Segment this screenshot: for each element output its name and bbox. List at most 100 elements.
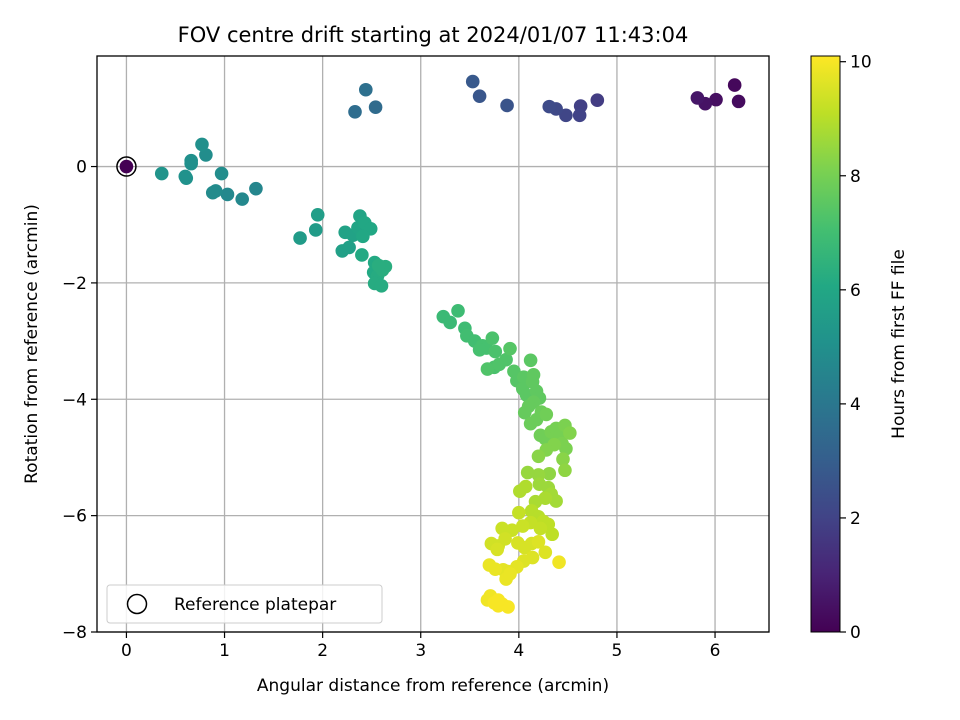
data-point (480, 362, 495, 376)
data-point (542, 466, 557, 481)
x-tick-label: 0 (121, 641, 132, 661)
data-point (465, 74, 480, 89)
data-point (355, 248, 369, 262)
data-point (552, 555, 566, 569)
data-point (451, 304, 465, 318)
colorbar (810, 55, 841, 633)
data-point (178, 169, 193, 184)
y-tick-label: 0 (76, 158, 87, 178)
data-point (523, 353, 538, 368)
data-point (501, 600, 515, 614)
data-point (348, 105, 362, 119)
legend: Reference platepar (106, 584, 383, 624)
data-point (356, 229, 370, 244)
data-point (727, 78, 742, 92)
y-axis-ticks: −8 −6 −4 −2 0 (62, 158, 97, 643)
data-point (513, 484, 527, 499)
data-point (374, 279, 389, 293)
data-point (517, 405, 532, 420)
data-point (520, 465, 535, 480)
y-tick-label: −6 (62, 507, 87, 527)
data-point (485, 331, 500, 345)
data-point (491, 593, 506, 607)
data-point (368, 100, 383, 114)
x-tick-label: 5 (612, 641, 623, 661)
reference-point-fill (119, 159, 134, 174)
data-point (249, 181, 263, 196)
data-point (154, 166, 169, 181)
scatter-points (154, 74, 746, 614)
data-point (308, 223, 323, 237)
data-point (310, 208, 325, 222)
x-tick-label: 3 (415, 641, 426, 661)
data-point (590, 93, 605, 108)
x-tick-label: 4 (513, 641, 524, 661)
legend-box (106, 584, 383, 624)
data-point (515, 519, 530, 533)
data-point (503, 567, 517, 581)
data-point (549, 494, 563, 508)
data-point (531, 535, 546, 549)
x-tick-label: 2 (317, 641, 328, 661)
x-axis-ticks: 0 1 2 3 4 5 6 (121, 632, 720, 661)
data-point (731, 94, 746, 109)
chart-title: FOV centre drift starting at 2024/01/07 … (178, 23, 689, 47)
y-tick-label: −4 (62, 390, 87, 410)
data-point (293, 231, 307, 245)
data-point (559, 108, 573, 123)
data-point (472, 89, 487, 103)
colorbar-ticks: 0 2 4 6 8 10 (840, 53, 872, 643)
data-point (199, 148, 213, 162)
data-point (205, 185, 220, 200)
data-point (563, 426, 577, 440)
data-point (482, 558, 497, 572)
plot-frame (96, 55, 770, 633)
y-tick-label: −8 (62, 623, 87, 643)
y-tick-label: −2 (62, 274, 87, 294)
data-point (499, 352, 513, 367)
data-point (512, 505, 526, 520)
x-axis-label: Angular distance from reference (arcmin) (257, 676, 609, 696)
data-point (235, 192, 249, 206)
data-point (500, 98, 514, 113)
data-point (542, 99, 557, 114)
data-point (220, 187, 235, 202)
x-tick-label: 1 (219, 641, 230, 661)
data-point (690, 91, 705, 105)
legend-label: Reference platepar (174, 595, 336, 615)
data-point (495, 521, 509, 536)
colorbar-label: Hours from first FF file (889, 249, 909, 439)
grid-lines (97, 56, 769, 633)
data-point (488, 344, 503, 359)
data-point (371, 258, 386, 273)
data-point (503, 341, 517, 356)
reference-marker (116, 156, 137, 177)
colorbar-tick-label: 10 (850, 53, 872, 73)
data-point (359, 82, 373, 97)
colorbar-tick-label: 0 (850, 623, 861, 643)
reference-point-ring (116, 156, 137, 177)
data-point (195, 137, 209, 152)
legend-marker (126, 593, 148, 615)
colorbar-tick-label: 8 (850, 167, 861, 187)
data-point (709, 92, 723, 107)
colorbar-tick-label: 6 (850, 281, 861, 301)
data-point (558, 463, 572, 478)
data-point (559, 441, 573, 456)
data-point (472, 343, 487, 357)
x-tick-label: 6 (710, 641, 721, 661)
data-point (214, 166, 229, 181)
data-point (533, 521, 548, 536)
data-point (443, 315, 457, 330)
data-point (556, 452, 570, 467)
data-point (531, 449, 546, 464)
data-point (572, 108, 587, 123)
data-point (342, 240, 356, 255)
data-point (539, 407, 554, 422)
data-point (490, 542, 505, 557)
colorbar-tick-label: 4 (850, 395, 861, 415)
data-point (538, 545, 553, 560)
data-point (545, 527, 559, 542)
y-axis-label: Rotation from reference (arcmin) (22, 204, 42, 484)
